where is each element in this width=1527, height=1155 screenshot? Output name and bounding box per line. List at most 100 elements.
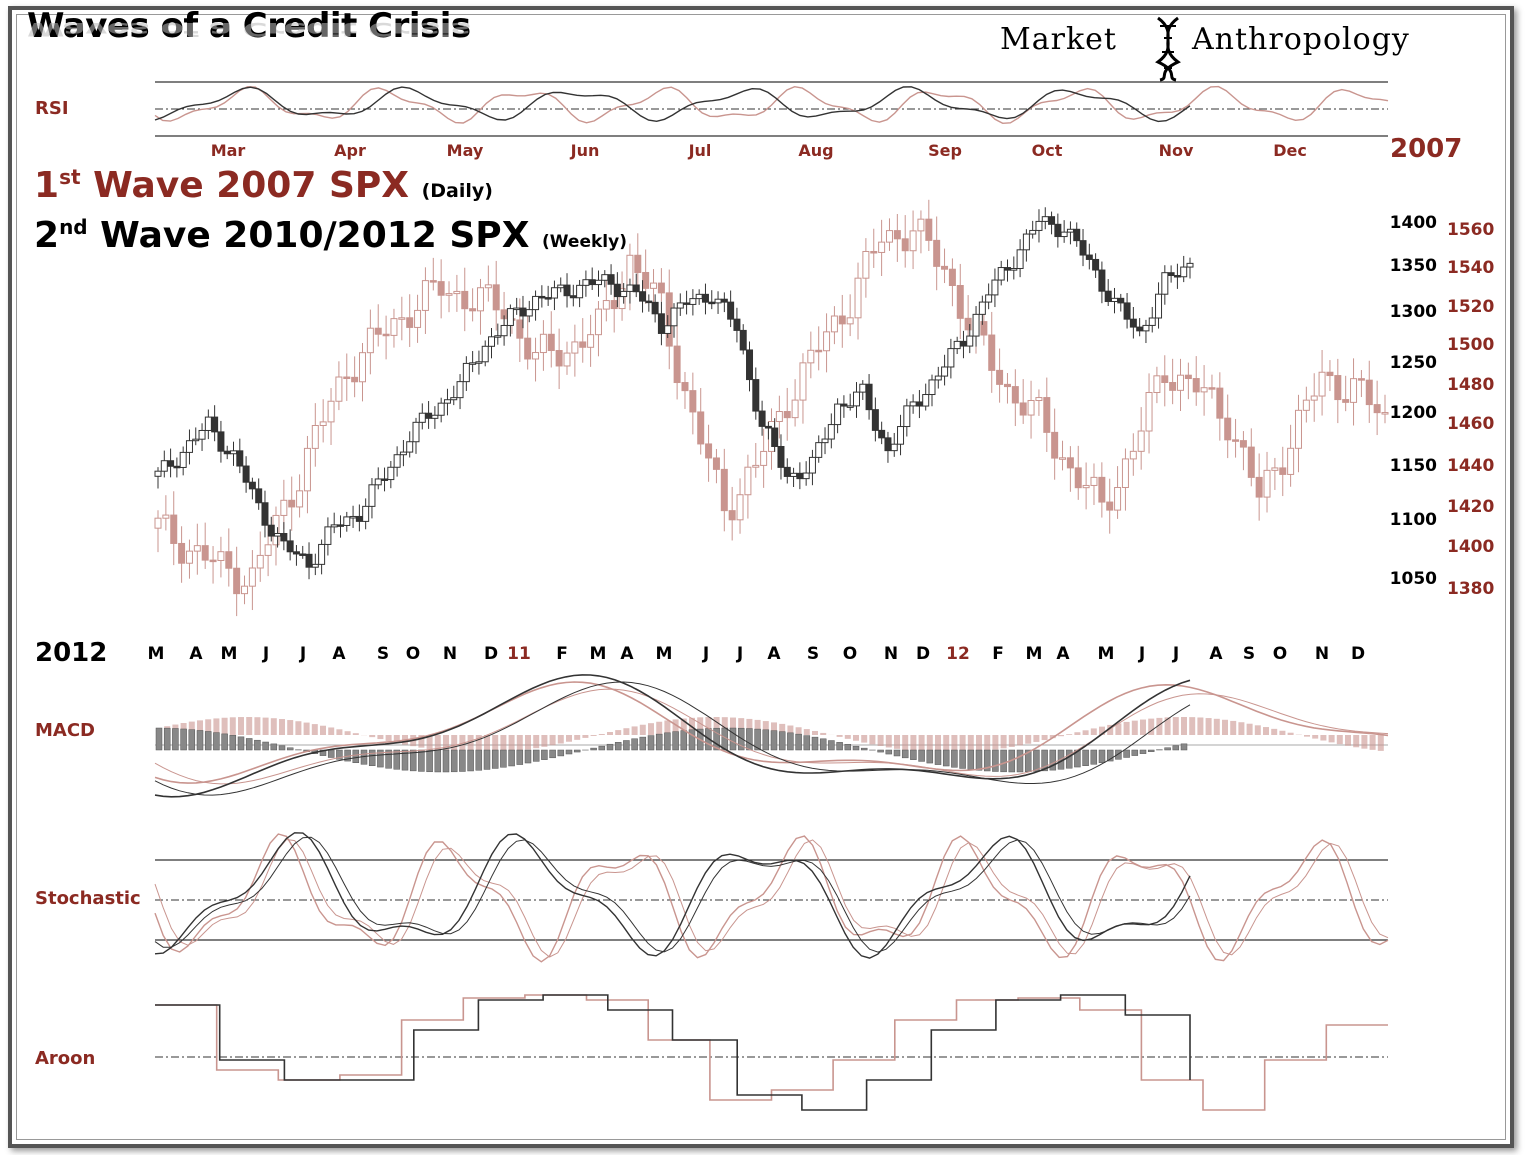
macd-hist-2012-bar — [221, 733, 228, 751]
macd-hist-2012-bar — [803, 735, 811, 751]
macd-hist-2007-bar — [1131, 720, 1138, 735]
macd-hist-2007-bar — [844, 735, 851, 739]
month-2012-label: N — [1315, 644, 1329, 664]
wave2012-candle — [431, 414, 439, 419]
macd-hist-2007-bar — [959, 735, 966, 753]
month-2007-label: Nov — [1159, 141, 1194, 160]
stoch-2007-d — [154, 838, 1389, 958]
wave2007-candle — [1342, 399, 1350, 403]
wave2007-candle — [516, 319, 524, 339]
left-axis-tick: 1100 — [1390, 510, 1437, 530]
wave2012-candle — [443, 399, 451, 404]
macd-hist-2007-bar — [1140, 719, 1146, 735]
macd-hist-2007-bar — [836, 735, 843, 737]
macd-hist-2007-bar — [393, 735, 400, 743]
wave2012-candle — [299, 553, 307, 556]
macd-hist-2007-bar — [434, 735, 441, 751]
wave2012-candle — [1073, 228, 1081, 242]
wave2007-candle — [830, 315, 838, 333]
macd-hist-2007-bar — [902, 735, 909, 751]
wave2007-candle — [154, 517, 162, 529]
macd-hist-2007-bar — [566, 735, 572, 742]
wave2012-candle — [544, 297, 552, 300]
wave2007-candle — [1177, 374, 1184, 391]
macd-hist-2007-bar — [861, 735, 868, 743]
wave2007-candle — [1294, 409, 1302, 449]
wave2007-candle — [492, 284, 500, 311]
wave2012-candle — [670, 307, 678, 327]
left-axis-tick: 1350 — [1390, 256, 1437, 276]
brand-left: Market — [1000, 22, 1117, 57]
wave2012-candle — [488, 336, 496, 347]
wave2012-candle — [752, 379, 760, 412]
wave2007-candle — [406, 317, 414, 328]
wave2012-candle — [859, 383, 867, 393]
macd-hist-2012-bar — [278, 745, 286, 751]
wave2012-candle — [601, 274, 609, 281]
wave2012-candle — [475, 361, 483, 364]
wave2007-candle — [791, 399, 799, 419]
macd-hist-2007-bar — [746, 718, 753, 735]
wave2012-candle — [330, 524, 338, 528]
wave2007-candle — [547, 333, 555, 352]
macd-hist-2007-bar — [615, 730, 622, 735]
wave2012-candle — [1098, 269, 1106, 292]
wave2012-candle — [481, 345, 489, 363]
macd-hist-2007-bar — [1254, 725, 1261, 735]
wave2012-candle — [1142, 324, 1150, 332]
wave2012-candle — [1092, 258, 1100, 271]
macd-hist-2012-bar — [893, 749, 901, 757]
macd-hist-2007-bar — [1336, 735, 1343, 745]
wave2007-candle — [760, 450, 768, 466]
wave2007-candle — [736, 494, 744, 521]
macd-hist-2012-bar — [155, 727, 163, 751]
macd-hist-2012-bar — [951, 749, 958, 768]
wave2012-candle — [664, 325, 672, 334]
wave2007-candle — [878, 241, 886, 253]
wave2012-candle — [1066, 228, 1074, 233]
wave2007-candle — [854, 277, 862, 319]
macd-hist-2012-bar — [565, 749, 573, 755]
wave2007-candle — [823, 331, 831, 352]
macd-hist-2007-bar — [492, 735, 499, 753]
wave2012-candle — [1010, 267, 1018, 271]
wave2007-candle — [752, 464, 760, 468]
wave2007-candle — [728, 510, 736, 521]
macd-hist-2012-bar — [1180, 743, 1188, 751]
macd-hist-2007-bar — [812, 730, 818, 735]
wave2007-candle — [1216, 387, 1224, 419]
wave2012-candle — [1016, 249, 1024, 269]
wave2007-candle — [1145, 392, 1153, 432]
wave2012-candle — [714, 298, 722, 304]
wave2007-candle — [1381, 412, 1389, 415]
wave2007-candle — [988, 334, 996, 371]
wave2012-candle — [871, 409, 879, 431]
macd-hist-2007-bar — [1238, 722, 1245, 735]
wave2007-candle — [429, 280, 437, 283]
wave2007-candle — [618, 288, 626, 310]
macd-hist-2007-bar — [336, 729, 343, 735]
wave2007-candle — [933, 239, 941, 267]
wave2007-candle — [1121, 458, 1129, 489]
macd-hist-2012-bar — [1139, 749, 1147, 754]
wave2012-candle — [783, 466, 791, 477]
macd-hist-2007-bar — [918, 735, 925, 752]
wave2007-candle — [1003, 383, 1011, 388]
wave2007-candle — [980, 321, 988, 336]
wave2007-candle — [1161, 375, 1169, 383]
macd-hist-2007-bar — [377, 735, 384, 740]
macd-hist-2007-bar — [877, 735, 884, 746]
wave2012-candle — [884, 437, 892, 452]
wave2012-candle — [506, 308, 514, 326]
wave2012-candle — [959, 340, 967, 347]
wave2012-candle — [513, 307, 521, 311]
wave2012-candle — [1110, 297, 1118, 303]
year-2007-label: 2007 — [1390, 134, 1463, 164]
macd-hist-2007-bar — [1205, 718, 1212, 735]
wave2012-candle — [230, 450, 238, 455]
macd-hist-2012-bar — [910, 749, 917, 760]
wave2012-candle — [620, 290, 628, 298]
macd-hist-2007-bar — [738, 718, 745, 735]
macd-hist-2012-bar — [1000, 749, 1007, 773]
macd-hist-2007-bar — [1033, 735, 1040, 742]
